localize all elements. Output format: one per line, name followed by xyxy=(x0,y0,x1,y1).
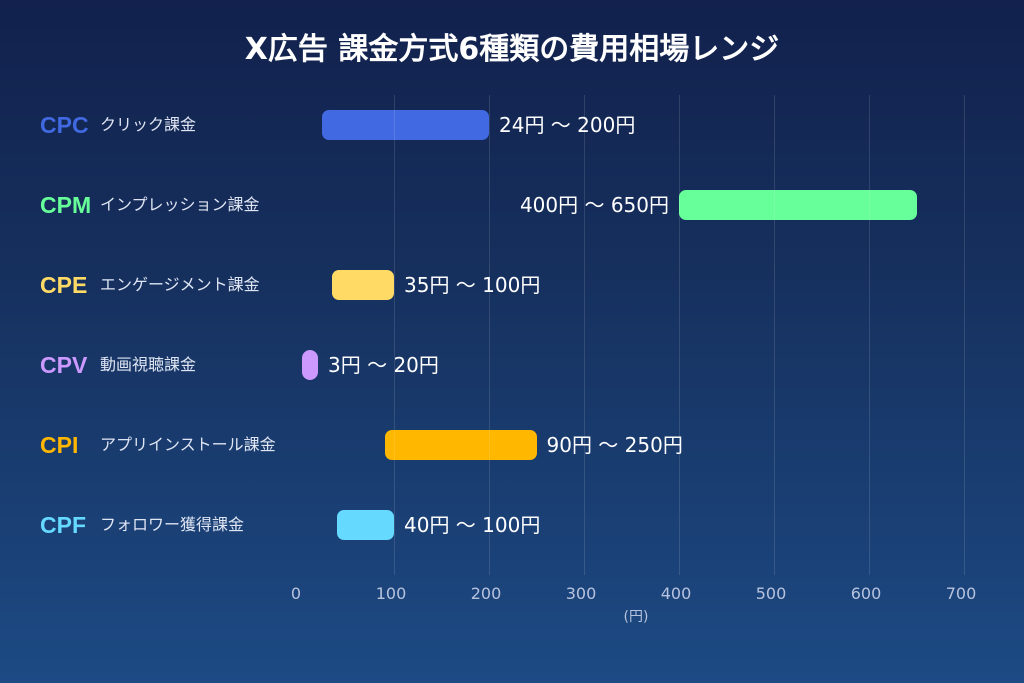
range-bar xyxy=(332,270,394,300)
x-tick-label: 200 xyxy=(470,584,502,603)
range-label: 35円 〜 100円 xyxy=(404,273,541,297)
range-bar xyxy=(337,510,394,540)
category-code: CPI xyxy=(40,432,79,458)
category-name: 動画視聴課金 xyxy=(100,355,197,374)
range-bar xyxy=(301,350,318,380)
range-bar xyxy=(384,430,537,460)
chart-row-cpc: CPC クリック課金 24円 〜 200円 xyxy=(0,110,1024,140)
x-tick-label: 100 xyxy=(375,584,407,603)
category-code: CPV xyxy=(40,352,88,378)
range-bar xyxy=(679,190,917,220)
category-name: インプレッション課金 xyxy=(100,195,260,214)
x-tick-label: 0 xyxy=(290,584,302,603)
gridline xyxy=(869,95,870,575)
gridline xyxy=(774,95,775,575)
category-code: CPF xyxy=(40,512,86,538)
x-tick-label: 500 xyxy=(755,584,787,603)
range-label: 3円 〜 20円 xyxy=(328,353,439,377)
gridline xyxy=(584,95,585,575)
x-tick-label: 600 xyxy=(850,584,882,603)
gridline xyxy=(394,95,395,575)
chart-row-cpv: CPV 動画視聴課金 3円 〜 20円 xyxy=(0,350,1024,380)
gridline xyxy=(489,95,490,575)
chart-row-cpe: CPE エンゲージメント課金 35円 〜 100円 xyxy=(0,270,1024,300)
x-tick-label: 400 xyxy=(660,584,692,603)
category-code: CPM xyxy=(40,192,92,218)
x-axis-unit: (円) xyxy=(623,609,649,625)
chart-title: X広告 課金方式6種類の費用相場レンジ xyxy=(244,32,780,67)
category-name: クリック課金 xyxy=(100,115,197,134)
category-code: CPE xyxy=(40,272,88,298)
gridline xyxy=(679,95,680,575)
category-name: エンゲージメント課金 xyxy=(100,275,260,294)
gridline xyxy=(964,95,965,575)
category-name: フォロワー獲得課金 xyxy=(100,515,245,534)
range-label: 40円 〜 100円 xyxy=(404,513,541,537)
category-code: CPC xyxy=(40,112,89,138)
range-label: 90円 〜 250円 xyxy=(546,433,683,457)
x-tick-label: 300 xyxy=(565,584,597,603)
chart-row-cpi: CPI アプリインストール課金 90円 〜 250円 xyxy=(0,430,1024,460)
chart-row-cpf: CPF フォロワー獲得課金 40円 〜 100円 xyxy=(0,510,1024,540)
range-bar xyxy=(321,110,489,140)
chart-row-cpm: CPM インプレッション課金 400円 〜 650円 xyxy=(0,190,1024,220)
x-tick-label: 700 xyxy=(945,584,977,603)
range-label: 24円 〜 200円 xyxy=(499,113,636,137)
category-name: アプリインストール課金 xyxy=(100,435,276,454)
range-label: 400円 〜 650円 xyxy=(519,193,669,217)
